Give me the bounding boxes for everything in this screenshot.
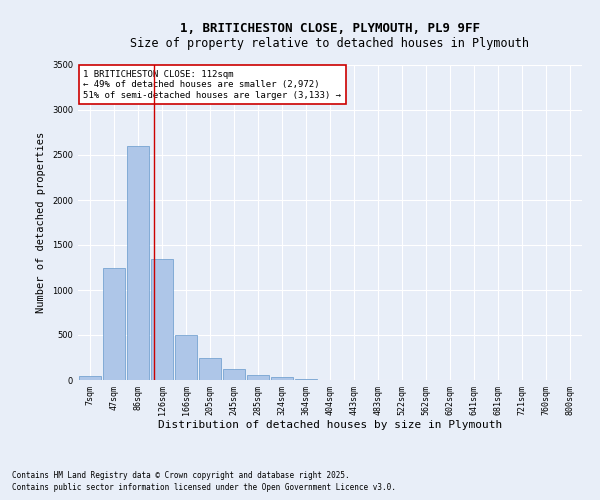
Text: Contains HM Land Registry data © Crown copyright and database right 2025.: Contains HM Land Registry data © Crown c… [12, 471, 350, 480]
Bar [271, 377, 293, 380]
Text: 1, BRITICHESTON CLOSE, PLYMOUTH, PL9 9FF: 1, BRITICHESTON CLOSE, PLYMOUTH, PL9 9FF [180, 22, 480, 36]
Bar [151, 258, 173, 380]
Text: Size of property relative to detached houses in Plymouth: Size of property relative to detached ho… [131, 38, 530, 51]
Bar [79, 376, 101, 380]
Bar [247, 375, 269, 380]
Bar [199, 358, 221, 380]
Y-axis label: Number of detached properties: Number of detached properties [37, 132, 46, 313]
Bar [127, 146, 149, 380]
Bar [103, 268, 125, 380]
X-axis label: Distribution of detached houses by size in Plymouth: Distribution of detached houses by size … [158, 420, 502, 430]
Text: 1 BRITICHESTON CLOSE: 112sqm
← 49% of detached houses are smaller (2,972)
51% of: 1 BRITICHESTON CLOSE: 112sqm ← 49% of de… [83, 70, 341, 100]
Bar [223, 369, 245, 380]
Bar [175, 335, 197, 380]
Text: Contains public sector information licensed under the Open Government Licence v3: Contains public sector information licen… [12, 484, 396, 492]
Bar [295, 379, 317, 380]
